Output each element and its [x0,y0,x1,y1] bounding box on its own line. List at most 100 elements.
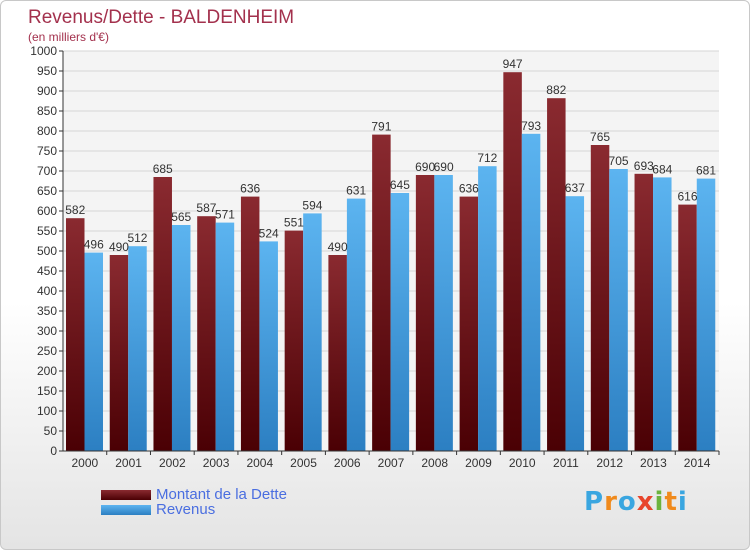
logo-letter: P [584,487,605,517]
bar-revenus [171,225,191,451]
data-label-revenus: 637 [565,181,585,195]
y-tick-label: 250 [37,344,57,358]
y-tick-label: 900 [37,84,57,98]
x-axis-ticks: 2000 2001 2002 2003 2004 2005 2006 2007 2008 2009… [72,451,720,470]
data-label-debt: 636 [240,182,260,196]
bar-revenus [303,213,322,451]
x-tick-label: 2012 [596,456,623,470]
data-label-debt: 685 [153,162,173,176]
bar-debt [153,177,172,451]
bar-debt [415,175,435,451]
y-tick-label: 850 [37,104,57,118]
y-tick-label: 100 [37,404,57,418]
bar-debt [284,230,304,451]
data-label-revenus: 631 [346,184,366,198]
y-tick-label: 500 [37,244,57,258]
bar-revenus [390,193,410,451]
x-tick-label: 2014 [684,456,711,470]
y-tick-label: 0 [50,444,57,458]
legend-label-debt: Montant de la Dette [156,486,287,503]
data-label-debt: 551 [284,216,304,230]
bar-revenus [521,133,541,452]
legend-label-revenus: Revenus [156,501,216,518]
x-tick-label: 2008 [421,456,448,470]
y-tick-label: 150 [37,384,57,398]
logo-letter: o [617,487,637,517]
bar-debt [590,145,610,451]
y-tick-label: 50 [44,424,58,438]
data-label-debt: 582 [65,203,85,217]
data-label-revenus: 712 [477,151,497,165]
data-label-debt: 636 [459,182,479,196]
data-label-debt: 490 [328,240,348,254]
data-label-revenus: 793 [521,119,541,133]
data-label-revenus: 684 [652,162,672,176]
bar-debt [328,255,347,451]
logo-letter: i [677,487,688,517]
legend-swatch-revenus [101,505,151,515]
y-tick-label: 200 [37,364,57,378]
bar-debt [547,98,566,451]
y-tick-label: 700 [37,164,57,178]
bar-debt [634,173,654,452]
bar-debt [66,218,85,451]
proxiti-logo: Proxiti [584,487,688,517]
bar-revenus [609,169,628,451]
bar-revenus [565,196,585,451]
bar-debt [197,216,216,451]
x-tick-label: 2007 [378,456,405,470]
y-tick-label: 350 [37,304,57,318]
x-tick-label: 2006 [334,456,361,470]
logo-letter: i [654,487,665,517]
y-tick-label: 400 [37,284,57,298]
data-label-revenus: 524 [259,226,279,240]
x-tick-label: 2001 [115,456,142,470]
data-label-revenus: 681 [696,164,716,178]
data-label-debt: 693 [634,159,654,173]
bar-debt [503,72,522,451]
logo-letter: x [636,487,655,517]
data-label-revenus: 690 [434,160,454,174]
x-tick-label: 2011 [553,456,579,470]
axes [62,51,719,452]
y-tick-label: 950 [37,64,57,78]
x-tick-label: 2004 [246,456,273,470]
bar-revenus [346,198,366,451]
bar-revenus [434,175,453,451]
legend-swatch-debt [101,490,151,500]
y-tick-label: 550 [37,224,57,238]
data-label-debt: 947 [503,57,523,71]
bar-revenus [128,246,147,451]
data-label-debt: 882 [546,83,566,97]
data-label-revenus: 496 [84,238,104,252]
bar-debt [240,196,260,451]
x-tick-label: 2009 [465,456,492,470]
data-label-revenus: 565 [171,210,191,224]
chart-title: Revenus/Dette - BALDENHEIM [28,7,295,28]
x-tick-label: 2003 [203,456,230,470]
bar-debt [372,134,391,451]
data-label-revenus: 571 [215,208,235,222]
bar-revenus [84,252,103,451]
data-label-debt: 690 [415,160,435,174]
data-label-debt: 791 [371,120,391,134]
data-label-revenus: 512 [127,231,147,245]
bar-revenus [478,166,497,451]
x-tick-label: 2002 [159,456,186,470]
data-label-debt: 765 [590,130,610,144]
x-tick-label: 2000 [72,456,99,470]
logo-letter: t [664,487,678,517]
data-label-debt: 490 [109,240,129,254]
data-label-debt: 616 [678,190,698,204]
logo-letter: r [604,487,618,517]
x-tick-label: 2010 [509,456,536,470]
bar-debt [678,204,697,451]
x-tick-label: 2005 [290,456,317,470]
bar-revenus [259,241,278,451]
y-tick-label: 650 [37,184,57,198]
bar-revenus [215,222,235,451]
bar-revenus [653,177,672,451]
